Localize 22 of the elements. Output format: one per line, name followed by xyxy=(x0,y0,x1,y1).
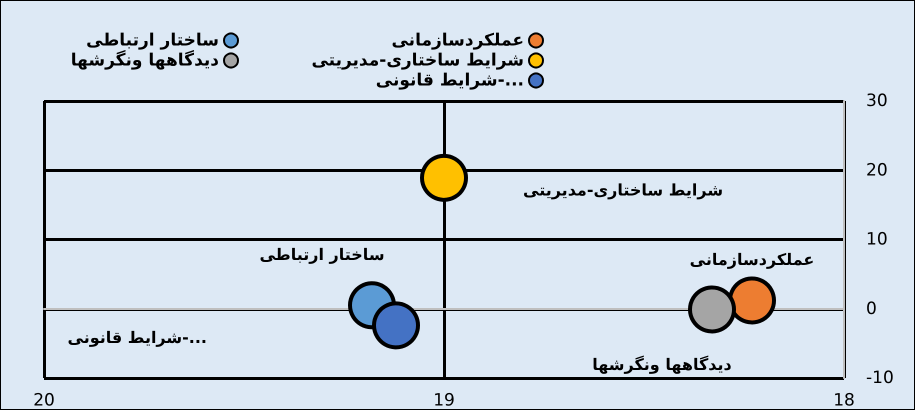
y-tick-label: 20 xyxy=(866,160,888,180)
text: عملکردسازمانی xyxy=(690,250,814,269)
x-tick-label: 20 xyxy=(33,390,55,410)
x-tick-label: 19 xyxy=(433,390,455,410)
point xyxy=(688,285,736,334)
legend-label: شرایط ساختاری-مدیریتی xyxy=(311,50,524,70)
text: شرایط ساختاری-مدیریتی xyxy=(523,180,724,200)
y-tick-label: 30 xyxy=(866,91,888,111)
legend-label: ساختار ارتباطی xyxy=(86,30,219,50)
legend-label: دیدگاهها ونگرشها xyxy=(70,50,220,70)
text: ساختار ارتباطی xyxy=(259,244,385,264)
point xyxy=(372,301,420,350)
y-tick-label: 0 xyxy=(866,298,877,319)
point xyxy=(420,154,468,202)
y-tick-label: -10 xyxy=(866,368,894,388)
legend-label: عملکردسازمانی xyxy=(391,30,524,50)
y-tick-label: 10 xyxy=(866,230,888,250)
text: شرایط قانونی-... xyxy=(68,328,207,347)
point xyxy=(728,276,776,324)
legend-label: شرایط قانونی-... xyxy=(376,70,524,90)
x-tick-label: 18 xyxy=(833,390,855,410)
text: دیدگاهها ونگرشها xyxy=(592,354,732,374)
